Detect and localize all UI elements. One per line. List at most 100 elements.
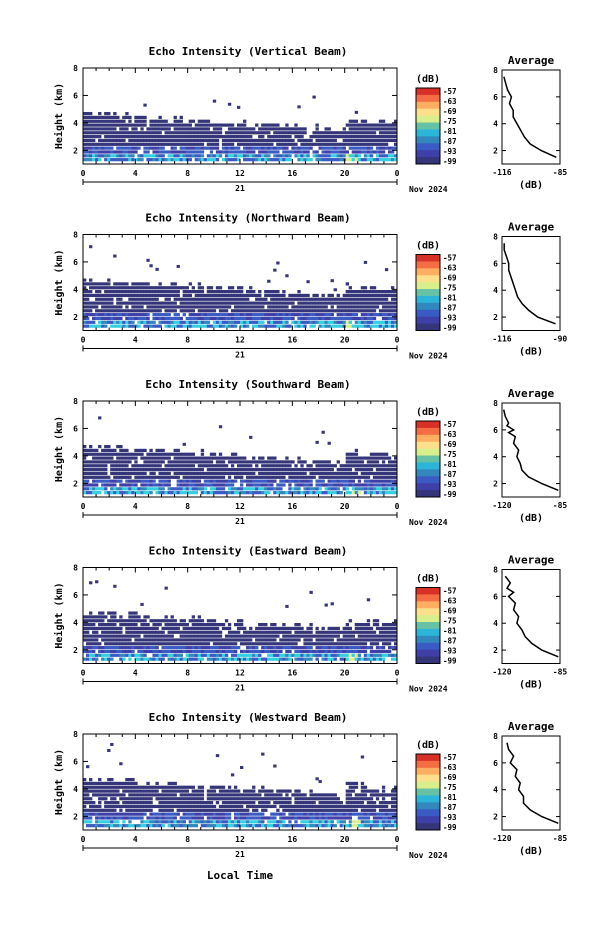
date-label: Nov 2024 xyxy=(409,685,448,694)
x-tick-label: 8 xyxy=(185,336,190,345)
profile-x-tick: -85 xyxy=(553,168,568,177)
y-tick-label: 4 xyxy=(73,618,78,627)
colorbar-swatch xyxy=(416,594,440,602)
x-tick-label: 0 xyxy=(81,336,86,345)
x-axis-label: Local Time xyxy=(207,869,274,882)
x-tick-label: 20 xyxy=(340,669,350,678)
profile-line xyxy=(504,575,559,658)
y-tick-label: 2 xyxy=(73,313,78,322)
colorbar-unit: (dB) xyxy=(416,407,440,418)
colorbar-unit: (dB) xyxy=(416,241,440,252)
y-tick-label: 4 xyxy=(73,452,78,461)
x-tick-label: 12 xyxy=(235,835,245,844)
colorbar-label: -69 xyxy=(443,440,457,449)
panel-3: Echo Intensity (Eastward Beam) 2 4 6 8 Height… xyxy=(53,545,567,694)
x-tick-label: 0 xyxy=(81,835,86,844)
profile-y-tick: 4 xyxy=(493,120,498,129)
profile-line xyxy=(503,243,556,325)
x-tick-label: 8 xyxy=(185,835,190,844)
x-tick-label: 16 xyxy=(288,669,298,678)
x-tick-label: 16 xyxy=(288,502,298,511)
x-tick-label: 0 xyxy=(395,169,400,178)
colorbar-label: -69 xyxy=(443,773,457,782)
profile-x-label: (dB) xyxy=(519,680,543,691)
date-label: Nov 2024 xyxy=(409,352,448,361)
y-tick-label: 6 xyxy=(73,91,78,100)
profile-y-tick: 6 xyxy=(493,93,498,102)
colorbar-label: -81 xyxy=(443,793,457,802)
panel-title: Echo Intensity (Eastward Beam) xyxy=(149,545,348,558)
profile-y-tick: 8 xyxy=(493,566,498,575)
colorbar-label: -63 xyxy=(443,97,457,106)
profile-y-tick: 6 xyxy=(493,426,498,435)
x-tick-label: 12 xyxy=(235,669,245,678)
profile-title: Average xyxy=(508,221,555,234)
colorbar-swatch xyxy=(416,309,440,318)
colorbar-swatch xyxy=(416,754,440,762)
y-tick-label: 4 xyxy=(73,119,78,128)
y-tick-label: 8 xyxy=(73,397,78,406)
profile-line xyxy=(502,409,559,491)
colorbar-swatch xyxy=(416,469,440,477)
x-tick-label: 16 xyxy=(288,835,298,844)
y-axis-label: Height (km) xyxy=(53,83,65,149)
colorbar-swatch xyxy=(416,136,440,144)
x-tick-label: 12 xyxy=(235,336,245,345)
colorbar-swatch xyxy=(416,642,440,651)
profile-x-tick: -85 xyxy=(553,834,568,843)
colorbar-label: -57 xyxy=(443,587,457,596)
x-tick-label: 4 xyxy=(133,502,138,511)
y-tick-label: 6 xyxy=(73,424,78,433)
profile-y-tick: 2 xyxy=(493,480,498,489)
colorbar-label: -81 xyxy=(443,294,457,303)
date-label: Nov 2024 xyxy=(409,185,448,194)
profile-y-tick: 8 xyxy=(493,732,498,741)
profile-y-tick: 8 xyxy=(493,66,498,75)
colorbar-swatch xyxy=(416,94,440,103)
profile-title: Average xyxy=(508,554,555,567)
profile-y-tick: 4 xyxy=(493,619,498,628)
colorbar-unit: (dB) xyxy=(416,740,440,751)
colorbar-swatch xyxy=(416,788,440,796)
panel-4: Echo Intensity (Westward Beam) 2 4 6 8 Height… xyxy=(53,711,567,860)
colorbar-swatch xyxy=(416,275,440,283)
profile-frame xyxy=(501,236,561,331)
profile-x-tick: -120 xyxy=(492,668,511,677)
profile-y-tick: 6 xyxy=(493,259,498,268)
date-label: Nov 2024 xyxy=(409,518,448,527)
colorbar-label: -63 xyxy=(443,264,457,273)
day-label: 21 xyxy=(235,684,245,693)
panel-title: Echo Intensity (Vertical Beam) xyxy=(149,45,348,58)
x-tick-label: 0 xyxy=(81,502,86,511)
panel-title: Echo Intensity (Northward Beam) xyxy=(145,212,350,225)
colorbar-label: -75 xyxy=(443,450,457,459)
colorbar-swatch xyxy=(416,622,440,630)
colorbar-swatch xyxy=(416,628,440,637)
colorbar-swatch xyxy=(416,441,440,450)
colorbar-swatch xyxy=(416,455,440,463)
colorbar-label: -99 xyxy=(443,157,457,166)
colorbar-swatch xyxy=(416,268,440,276)
profile-line xyxy=(506,742,559,824)
profile-y-tick: 8 xyxy=(493,399,498,408)
x-tick-label: 0 xyxy=(395,669,400,678)
heatmap-cells xyxy=(83,580,398,661)
profile-y-tick: 2 xyxy=(493,313,498,322)
colorbar-label: -87 xyxy=(443,137,457,146)
profile-line xyxy=(503,76,557,158)
y-axis-label: Height (km) xyxy=(53,249,65,315)
profile-x-tick: -116 xyxy=(492,168,511,177)
colorbar-unit: (dB) xyxy=(416,74,440,85)
day-label: 21 xyxy=(235,184,245,193)
colorbar-label: -63 xyxy=(443,597,457,606)
colorbar-swatch xyxy=(416,88,440,96)
colorbar-swatch xyxy=(416,101,440,110)
x-tick-label: 20 xyxy=(340,169,350,178)
heatmap-cells xyxy=(83,742,398,828)
colorbar-swatch xyxy=(416,656,440,664)
profile-x-label: (dB) xyxy=(519,347,543,358)
y-tick-label: 4 xyxy=(73,785,78,794)
colorbar-label: -63 xyxy=(443,763,457,772)
colorbar-label: -75 xyxy=(443,117,457,126)
